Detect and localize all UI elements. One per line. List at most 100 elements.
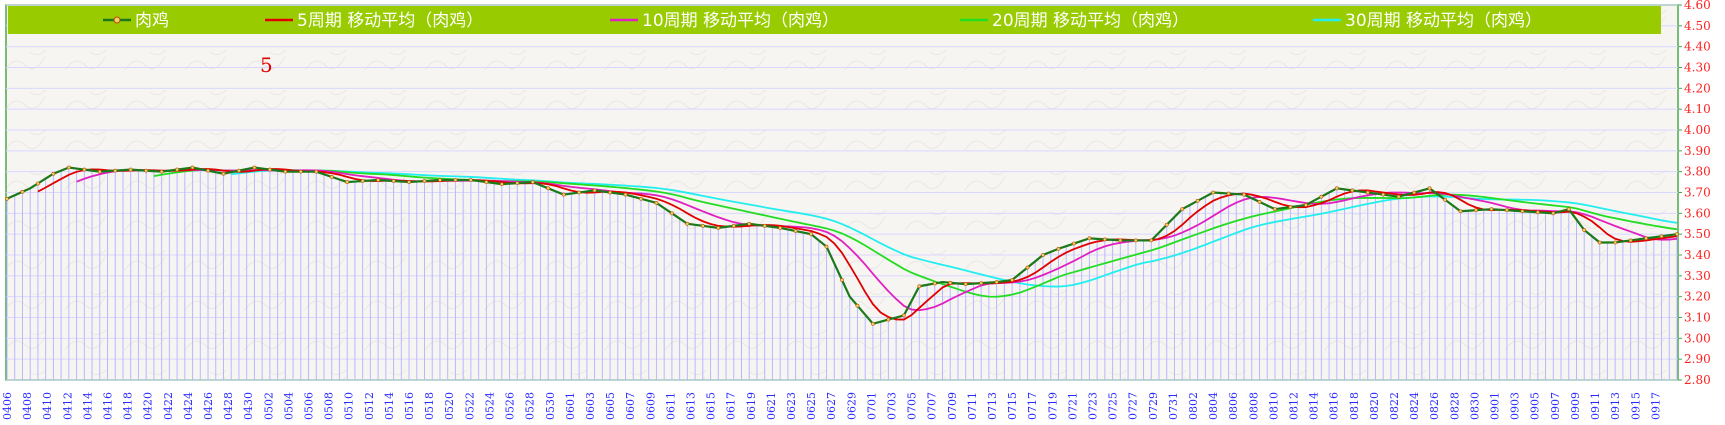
x-tick-label: 0516 xyxy=(403,392,416,420)
data-point xyxy=(1597,240,1602,245)
data-point xyxy=(1458,209,1463,214)
data-point xyxy=(670,211,674,216)
series-line-ma20 xyxy=(153,169,1678,298)
data-point xyxy=(979,281,984,286)
x-tick-label: 0909 xyxy=(1569,392,1582,420)
legend-label: 肉鸡 xyxy=(135,11,169,31)
legend-label: 10周期 移动平均（肉鸡） xyxy=(642,11,839,31)
data-point xyxy=(206,168,210,173)
x-tick-label: 0820 xyxy=(1368,392,1381,420)
x-tick-label: 0524 xyxy=(483,392,496,420)
data-point xyxy=(1535,210,1540,215)
x-tick-label: 0418 xyxy=(122,392,135,420)
x-tick-label: 0416 xyxy=(102,392,115,420)
data-point xyxy=(360,179,365,183)
data-point xyxy=(546,186,551,191)
data-point xyxy=(237,168,241,173)
y-tick-label: 3.40 xyxy=(1684,248,1711,262)
data-point xyxy=(190,165,195,170)
data-point xyxy=(1226,191,1231,196)
x-tick-label: 0818 xyxy=(1348,392,1361,420)
x-tick-label: 0420 xyxy=(142,392,155,420)
y-tick-label: 3.50 xyxy=(1684,227,1711,241)
data-point xyxy=(1334,186,1339,191)
data-point xyxy=(1613,240,1618,245)
data-point xyxy=(283,169,288,174)
x-tick-label: 0802 xyxy=(1187,392,1200,420)
x-tick-label: 0605 xyxy=(604,392,617,420)
data-point xyxy=(82,167,87,172)
data-point xyxy=(267,167,272,172)
data-point xyxy=(917,284,922,289)
data-point xyxy=(809,232,813,237)
x-tick-label: 0627 xyxy=(825,392,838,420)
data-point xyxy=(1365,190,1370,195)
x-tick-label: 0422 xyxy=(162,392,175,420)
x-axis: 0406 0408 0410 0412 0414 0416 0418 0420 0422 0424… xyxy=(1,392,1662,420)
y-tick-label: 4.20 xyxy=(1684,81,1711,95)
legend-label: 5周期 移动平均（肉鸡） xyxy=(297,11,483,31)
data-point xyxy=(623,192,628,197)
y-axis: 2.80 2.90 3.00 3.10 3.20 3.30 3.40 3.50 3.60 3.70… xyxy=(1678,0,1711,387)
x-tick-label: 0502 xyxy=(262,392,275,420)
y-tick-label: 2.90 xyxy=(1684,352,1711,366)
data-point xyxy=(97,169,102,174)
y-tick-label: 4.30 xyxy=(1684,61,1711,75)
x-tick-label: 0625 xyxy=(805,392,818,420)
x-tick-label: 0611 xyxy=(664,392,677,420)
data-point xyxy=(762,223,767,228)
data-point xyxy=(592,188,597,193)
x-tick-label: 0828 xyxy=(1448,392,1461,420)
x-tick-label: 0709 xyxy=(946,392,959,420)
data-point xyxy=(1644,236,1648,241)
data-point xyxy=(700,223,705,228)
x-tick-label: 0617 xyxy=(725,392,738,420)
series-line-ma30 xyxy=(231,169,1678,288)
y-tick-label: 3.70 xyxy=(1684,186,1711,200)
y-tick-label: 4.40 xyxy=(1684,40,1711,54)
data-point xyxy=(1628,238,1633,243)
x-tick-label: 0814 xyxy=(1308,392,1321,420)
x-tick-label: 0715 xyxy=(1006,392,1019,420)
data-point xyxy=(1582,228,1587,232)
data-point xyxy=(1303,203,1308,207)
x-tick-label: 0713 xyxy=(986,392,999,420)
x-tick-label: 0723 xyxy=(1087,392,1100,420)
data-point xyxy=(376,178,381,182)
x-tick-label: 0721 xyxy=(1066,392,1079,420)
x-tick-label: 0430 xyxy=(242,392,255,420)
data-point xyxy=(1133,238,1138,243)
x-tick-label: 0609 xyxy=(644,392,657,420)
data-point xyxy=(484,180,489,184)
x-tick-label: 0911 xyxy=(1589,392,1602,420)
x-tick-label: 0623 xyxy=(785,392,798,420)
x-tick-label: 0615 xyxy=(705,392,718,420)
y-tick-label: 4.50 xyxy=(1684,19,1711,33)
data-point xyxy=(901,313,906,318)
x-tick-label: 0601 xyxy=(564,392,577,420)
data-point xyxy=(1025,265,1030,270)
data-point xyxy=(731,223,736,228)
data-point xyxy=(1489,207,1494,212)
data-point xyxy=(1551,211,1556,216)
x-tick-label: 0607 xyxy=(624,392,637,420)
data-point xyxy=(221,171,226,176)
x-tick-label: 0520 xyxy=(443,392,456,420)
legend-entry: 肉鸡 xyxy=(103,11,169,31)
data-point xyxy=(1102,237,1107,242)
data-point xyxy=(1505,208,1509,213)
x-tick-label: 0717 xyxy=(1026,392,1039,420)
x-tick-label: 0826 xyxy=(1428,392,1441,420)
x-tick-label: 0526 xyxy=(504,392,517,420)
data-point xyxy=(1149,238,1154,243)
chart-annotation: 5 xyxy=(260,53,273,77)
drop-lines xyxy=(6,167,1678,380)
x-tick-label: 0701 xyxy=(865,392,878,420)
data-point xyxy=(1350,188,1355,193)
x-tick-label: 0806 xyxy=(1227,392,1240,420)
x-tick-label: 0915 xyxy=(1629,392,1642,420)
data-point xyxy=(422,179,427,183)
x-tick-label: 0613 xyxy=(685,392,698,420)
x-tick-label: 0824 xyxy=(1408,392,1421,420)
